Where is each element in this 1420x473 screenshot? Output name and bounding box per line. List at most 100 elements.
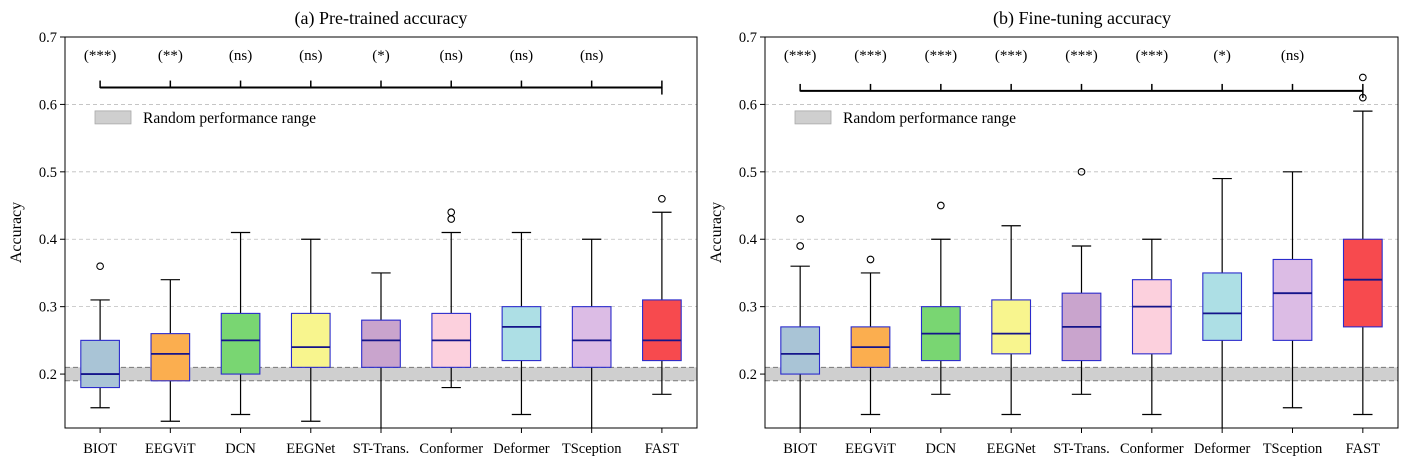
y-tick-label: 0.3 bbox=[39, 300, 57, 316]
y-tick-label: 0.4 bbox=[739, 232, 758, 248]
y-tick-label: 0.5 bbox=[739, 165, 757, 181]
y-tick-label: 0.6 bbox=[39, 97, 57, 113]
box-iqr bbox=[1272, 258, 1313, 341]
box-deformer bbox=[1202, 177, 1243, 428]
box-conformer bbox=[1131, 238, 1172, 416]
x-tick-label: FAST bbox=[1346, 441, 1381, 457]
box-fast bbox=[642, 194, 682, 395]
outlier-point bbox=[1077, 167, 1086, 176]
x-tick-label: ST-Trans. bbox=[1053, 441, 1110, 457]
x-tick-label: Conformer bbox=[419, 441, 483, 457]
box-conformer bbox=[431, 208, 472, 389]
legend: Random performance range bbox=[794, 110, 1016, 127]
outlier-point bbox=[658, 194, 666, 203]
x-tick-label: DCN bbox=[926, 441, 957, 457]
box-eegnet bbox=[991, 225, 1032, 416]
y-tick-label: 0.2 bbox=[739, 367, 757, 383]
outlier-point bbox=[1358, 73, 1367, 82]
panel-pretrained-accuracy: (a) Pre-trained accuracy (***) (**) (ns) (ns… bbox=[8, 8, 698, 457]
x-tick-label: Conformer bbox=[1120, 441, 1184, 457]
box-iqr bbox=[501, 306, 542, 362]
box-iqr bbox=[1202, 272, 1243, 341]
outlier-point bbox=[96, 262, 104, 271]
legend-swatch bbox=[94, 110, 132, 125]
chart-title: (b) Fine-tuning accuracy bbox=[993, 8, 1171, 29]
outlier-point bbox=[796, 215, 805, 223]
significance-label: (**) bbox=[158, 48, 183, 64]
box-iqr bbox=[571, 306, 612, 368]
significance-label: (ns) bbox=[229, 48, 252, 64]
significance-label: (*) bbox=[372, 48, 390, 64]
box-iqr bbox=[361, 319, 401, 368]
y-axis-label: Accuracy bbox=[708, 202, 725, 263]
panel-finetuning-accuracy: (b) Fine-tuning accuracy (***) (***) (***) (… bbox=[708, 8, 1399, 457]
box-biot bbox=[780, 215, 821, 428]
box-iqr bbox=[150, 333, 191, 382]
significance-label: (ns) bbox=[1281, 48, 1304, 64]
box-st-trans bbox=[361, 272, 401, 428]
significance-label: (***) bbox=[784, 48, 817, 64]
significance-label: (ns) bbox=[299, 48, 322, 64]
outlier-point bbox=[866, 255, 875, 264]
box-iqr bbox=[290, 312, 331, 368]
box-tsception bbox=[1272, 171, 1313, 409]
y-tick-label: 0.7 bbox=[739, 30, 757, 46]
box-dcn bbox=[920, 201, 961, 395]
x-tick-label: ST-Trans. bbox=[353, 441, 410, 457]
box-iqr bbox=[642, 299, 682, 362]
box-deformer bbox=[501, 231, 542, 416]
outlier-point bbox=[936, 201, 945, 210]
box-tsception bbox=[571, 238, 612, 428]
significance-label: (***) bbox=[84, 48, 117, 64]
x-tick-label: EEGNet bbox=[286, 441, 335, 457]
box-iqr bbox=[1131, 279, 1172, 355]
legend: Random performance range bbox=[94, 110, 316, 127]
y-tick-label: 0.5 bbox=[39, 165, 57, 181]
y-axis-label: Accuracy bbox=[8, 202, 25, 263]
x-tick-label: FAST bbox=[645, 441, 680, 457]
significance-label: (***) bbox=[995, 48, 1028, 64]
y-tick-label: 0.4 bbox=[39, 232, 58, 248]
x-tick-label: TSception bbox=[562, 441, 622, 457]
x-tick-label: Deformer bbox=[1194, 441, 1251, 457]
y-tick-label: 0.3 bbox=[739, 300, 757, 316]
significance-label: (*) bbox=[1213, 48, 1231, 64]
box-iqr bbox=[780, 326, 821, 375]
significance-label: (***) bbox=[1065, 48, 1098, 64]
significance-label: (***) bbox=[1136, 48, 1169, 64]
significance-label: (***) bbox=[925, 48, 958, 64]
box-eegvit bbox=[150, 279, 191, 422]
legend-swatch bbox=[794, 110, 832, 125]
legend-label: Random performance range bbox=[843, 110, 1016, 127]
significance-label: (ns) bbox=[580, 48, 603, 64]
x-tick-label: BIOT bbox=[783, 441, 817, 457]
y-tick-label: 0.6 bbox=[739, 97, 757, 113]
box-iqr bbox=[991, 299, 1032, 355]
x-tick-label: EEGViT bbox=[145, 441, 196, 457]
box-iqr bbox=[1342, 238, 1383, 328]
box-st-trans bbox=[1061, 167, 1102, 395]
outlier-point bbox=[796, 242, 805, 250]
y-tick-label: 0.7 bbox=[39, 30, 57, 46]
box-dcn bbox=[220, 231, 261, 416]
x-tick-label: Deformer bbox=[493, 441, 550, 457]
legend-label: Random performance range bbox=[143, 110, 316, 127]
x-tick-label: DCN bbox=[225, 441, 256, 457]
outlier-point bbox=[447, 215, 456, 223]
x-tick-label: TSception bbox=[1263, 441, 1323, 457]
y-tick-label: 0.2 bbox=[39, 367, 57, 383]
x-tick-label: EEGViT bbox=[845, 441, 896, 457]
box-fast bbox=[1342, 73, 1383, 416]
significance-label: (***) bbox=[854, 48, 887, 64]
outlier-point bbox=[447, 208, 456, 217]
box-eegvit bbox=[850, 255, 891, 416]
x-tick-label: EEGNet bbox=[987, 441, 1036, 457]
box-iqr bbox=[220, 312, 261, 375]
box-eegnet bbox=[290, 238, 331, 422]
significance-label: (ns) bbox=[510, 48, 533, 64]
box-iqr bbox=[80, 339, 120, 389]
x-tick-label: BIOT bbox=[83, 441, 117, 457]
chart-title: (a) Pre-trained accuracy bbox=[295, 8, 468, 29]
significance-label: (ns) bbox=[440, 48, 463, 64]
